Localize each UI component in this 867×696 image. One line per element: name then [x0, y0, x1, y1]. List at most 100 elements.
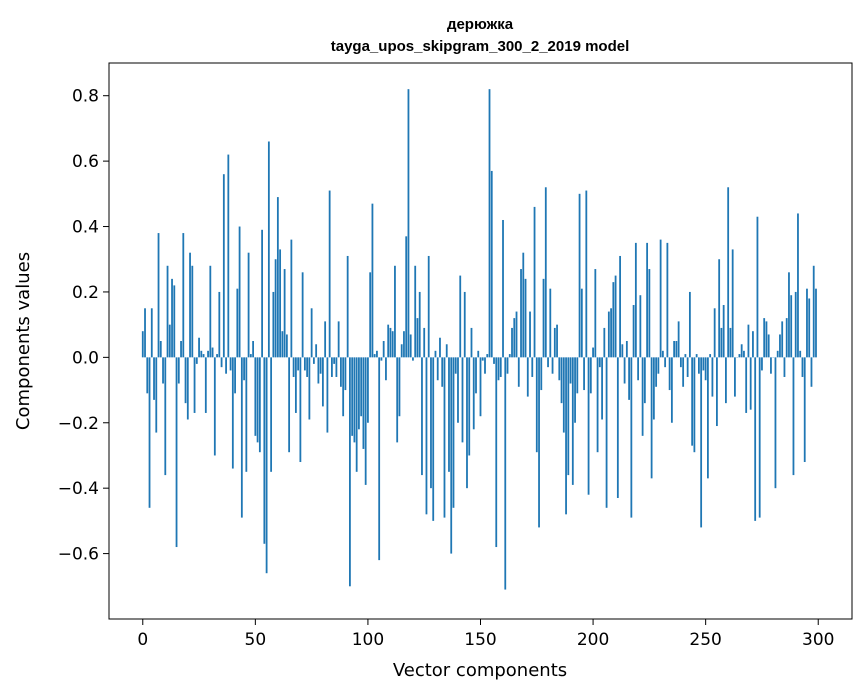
bar — [765, 321, 768, 358]
bar — [511, 327, 513, 358]
bar — [729, 327, 732, 358]
bar — [360, 357, 363, 417]
bar — [294, 357, 297, 413]
bar — [283, 269, 286, 358]
bar — [186, 357, 189, 420]
x-tick-label: 0 — [137, 630, 148, 650]
bar — [358, 357, 360, 430]
bar — [515, 311, 518, 358]
bar — [328, 190, 331, 358]
bar — [299, 357, 302, 463]
bar — [425, 357, 428, 515]
bar — [288, 357, 291, 453]
bar — [382, 341, 385, 358]
bar — [146, 357, 149, 394]
bar — [459, 275, 462, 358]
bar — [281, 331, 284, 358]
bar — [709, 354, 712, 358]
bar — [535, 357, 538, 453]
bar — [499, 357, 502, 377]
bar — [666, 242, 669, 358]
x-axis-label: Vector components — [393, 660, 567, 681]
bar — [718, 259, 721, 358]
bar — [549, 288, 552, 358]
bar — [173, 285, 176, 358]
bar — [267, 141, 270, 358]
bar — [290, 239, 293, 358]
bar — [207, 350, 209, 358]
bar — [389, 327, 392, 358]
bar — [628, 357, 630, 400]
bar — [781, 321, 784, 358]
bar — [702, 357, 705, 371]
bar — [407, 89, 410, 358]
bar — [576, 357, 579, 394]
bar — [504, 357, 507, 590]
bar — [540, 357, 543, 391]
bar — [218, 291, 221, 358]
bar — [153, 357, 155, 400]
bar — [779, 334, 781, 358]
bar — [303, 357, 306, 371]
bar — [508, 354, 511, 358]
bar — [655, 357, 658, 387]
bar — [445, 344, 448, 358]
bar — [517, 357, 520, 387]
bar — [335, 357, 338, 377]
bar — [472, 357, 475, 430]
bar — [182, 233, 185, 358]
bar — [234, 357, 236, 394]
bar — [704, 357, 707, 381]
bar — [396, 357, 399, 443]
bar — [225, 357, 227, 374]
bar — [792, 357, 795, 476]
bar — [461, 357, 464, 443]
bar — [542, 278, 545, 358]
bar — [150, 308, 153, 358]
bar — [526, 357, 529, 397]
bar — [553, 327, 556, 358]
bar — [164, 357, 167, 476]
bar — [585, 190, 588, 358]
bar — [312, 357, 315, 364]
bar — [349, 357, 351, 587]
bar — [758, 357, 761, 518]
bar — [434, 350, 437, 358]
bar — [441, 357, 444, 387]
bar — [749, 357, 752, 410]
bar — [598, 357, 601, 368]
bar — [695, 354, 698, 358]
bar — [448, 357, 450, 472]
bar — [571, 357, 574, 485]
bar — [630, 357, 633, 518]
bar — [200, 350, 203, 358]
bar — [432, 357, 435, 521]
bar — [493, 357, 495, 364]
bar — [427, 255, 430, 358]
bar — [245, 357, 248, 472]
bar — [657, 357, 660, 374]
bar — [340, 357, 342, 387]
bar — [531, 357, 534, 377]
bar — [767, 334, 770, 358]
bar — [378, 357, 381, 561]
y-tick-label: 0.8 — [72, 87, 99, 107]
bar — [222, 174, 225, 358]
bar — [551, 357, 554, 374]
bar — [513, 318, 516, 358]
y-tick-label: −0.4 — [58, 479, 99, 499]
bar — [711, 357, 714, 397]
bar — [162, 357, 164, 384]
chart-subtitle: tayga_upos_skipgram_300_2_2019 model — [331, 38, 630, 55]
bar — [398, 357, 401, 417]
bar — [238, 226, 241, 358]
bar — [596, 357, 599, 453]
bar — [562, 357, 565, 433]
bar — [457, 357, 459, 423]
bar — [652, 357, 655, 420]
bar — [677, 321, 680, 358]
bar — [362, 357, 365, 449]
bar — [331, 357, 333, 377]
bar — [727, 187, 730, 358]
